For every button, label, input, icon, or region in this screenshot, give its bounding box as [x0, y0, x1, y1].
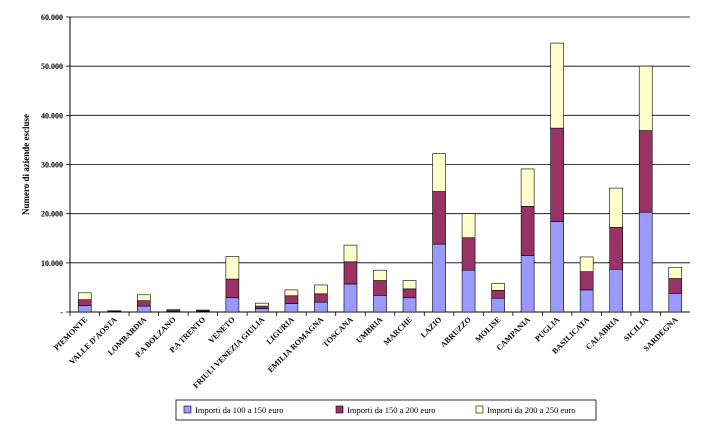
- bar-segment: [462, 270, 475, 312]
- bar-segment: [669, 267, 682, 278]
- x-tick-label: LAZIO: [419, 315, 444, 340]
- bar-segment: [137, 301, 150, 306]
- y-tick-label: 60.000: [41, 13, 63, 22]
- bar-segment: [462, 238, 475, 270]
- bar-segment: [639, 66, 652, 130]
- bar-segment: [551, 222, 564, 312]
- bar-segment: [255, 309, 268, 312]
- bar-segment: [167, 310, 180, 311]
- legend-swatch: [336, 406, 343, 413]
- bar-segment: [78, 300, 91, 306]
- x-tick-label: VENETO: [207, 315, 237, 345]
- bar-segment: [403, 298, 416, 312]
- bar-segment: [610, 227, 623, 269]
- x-tick-label: SICILIA: [622, 315, 650, 343]
- bar-segment: [580, 290, 593, 312]
- bar-segment: [521, 169, 534, 206]
- bar-segment: [137, 306, 150, 312]
- bar-segment: [314, 294, 327, 302]
- bar-segment: [521, 206, 534, 255]
- y-tick-label: 20.000: [41, 210, 63, 219]
- legend-label: Importi da 100 a 150 euro: [195, 405, 284, 415]
- y-tick-label: 40.000: [41, 111, 63, 120]
- bar-segment: [610, 188, 623, 227]
- bar-segment: [374, 270, 387, 280]
- y-axis-label: Numero di aziende escluse: [21, 114, 31, 215]
- bar-segment: [137, 295, 150, 301]
- bar-segment: [314, 302, 327, 312]
- bar-segment: [639, 131, 652, 213]
- x-tick-label: MARCHE: [382, 315, 414, 347]
- bar-segment: [433, 192, 446, 245]
- bar-segment: [551, 128, 564, 221]
- bar-segment: [580, 272, 593, 290]
- bar-segment: [374, 281, 387, 296]
- x-tick-label: TOSCANA: [321, 315, 355, 349]
- bar-segment: [285, 304, 298, 312]
- bar-segment: [403, 289, 416, 298]
- bar-segment: [433, 154, 446, 192]
- y-tick-label: 10.000: [41, 259, 63, 268]
- bar-segment: [374, 295, 387, 312]
- bar-segment: [403, 281, 416, 289]
- x-tick-label: EMILIA ROMAGNA: [266, 315, 325, 374]
- bar-segment: [314, 285, 327, 294]
- bar-segment: [492, 283, 505, 290]
- bar-segment: [521, 255, 534, 312]
- bar-segment: [255, 303, 268, 306]
- x-tick-label: MOLISE: [474, 315, 503, 344]
- bar-segment: [492, 290, 505, 298]
- bar-segment: [669, 293, 682, 312]
- bar-segment: [285, 290, 298, 296]
- bar-segment: [462, 214, 475, 238]
- bar-segment: [255, 306, 268, 308]
- x-tick-label: PUGLIA: [533, 315, 562, 344]
- legend-label: Importi da 150 a 200 euro: [347, 405, 436, 415]
- bar-segment: [344, 284, 357, 312]
- legend-swatch: [476, 406, 483, 413]
- bar-segment: [492, 298, 505, 312]
- bar-segment: [78, 306, 91, 312]
- bar-segment: [78, 293, 91, 300]
- bar-segment: [344, 245, 357, 262]
- bar-segment: [639, 212, 652, 312]
- bar-segment: [580, 257, 593, 272]
- bar-segment: [344, 262, 357, 284]
- x-tick-label: ABRUZZO: [439, 315, 473, 349]
- bar-segment: [551, 43, 564, 128]
- y-tick-label: -: [60, 308, 63, 317]
- bar-segment: [196, 310, 209, 311]
- bar-segment: [610, 269, 623, 312]
- bar-segment: [285, 296, 298, 304]
- bar-segment: [226, 298, 239, 312]
- bar-segment: [226, 256, 239, 279]
- bar-segment: [669, 279, 682, 294]
- y-tick-label: 50.000: [41, 62, 63, 71]
- bar-segment: [226, 279, 239, 298]
- y-tick-label: 30.000: [41, 161, 63, 170]
- legend-swatch: [184, 406, 191, 413]
- bar-segment: [433, 244, 446, 312]
- x-tick-label: UMBRIA: [354, 315, 384, 345]
- legend-label: Importi da 200 a 250 euro: [487, 405, 576, 415]
